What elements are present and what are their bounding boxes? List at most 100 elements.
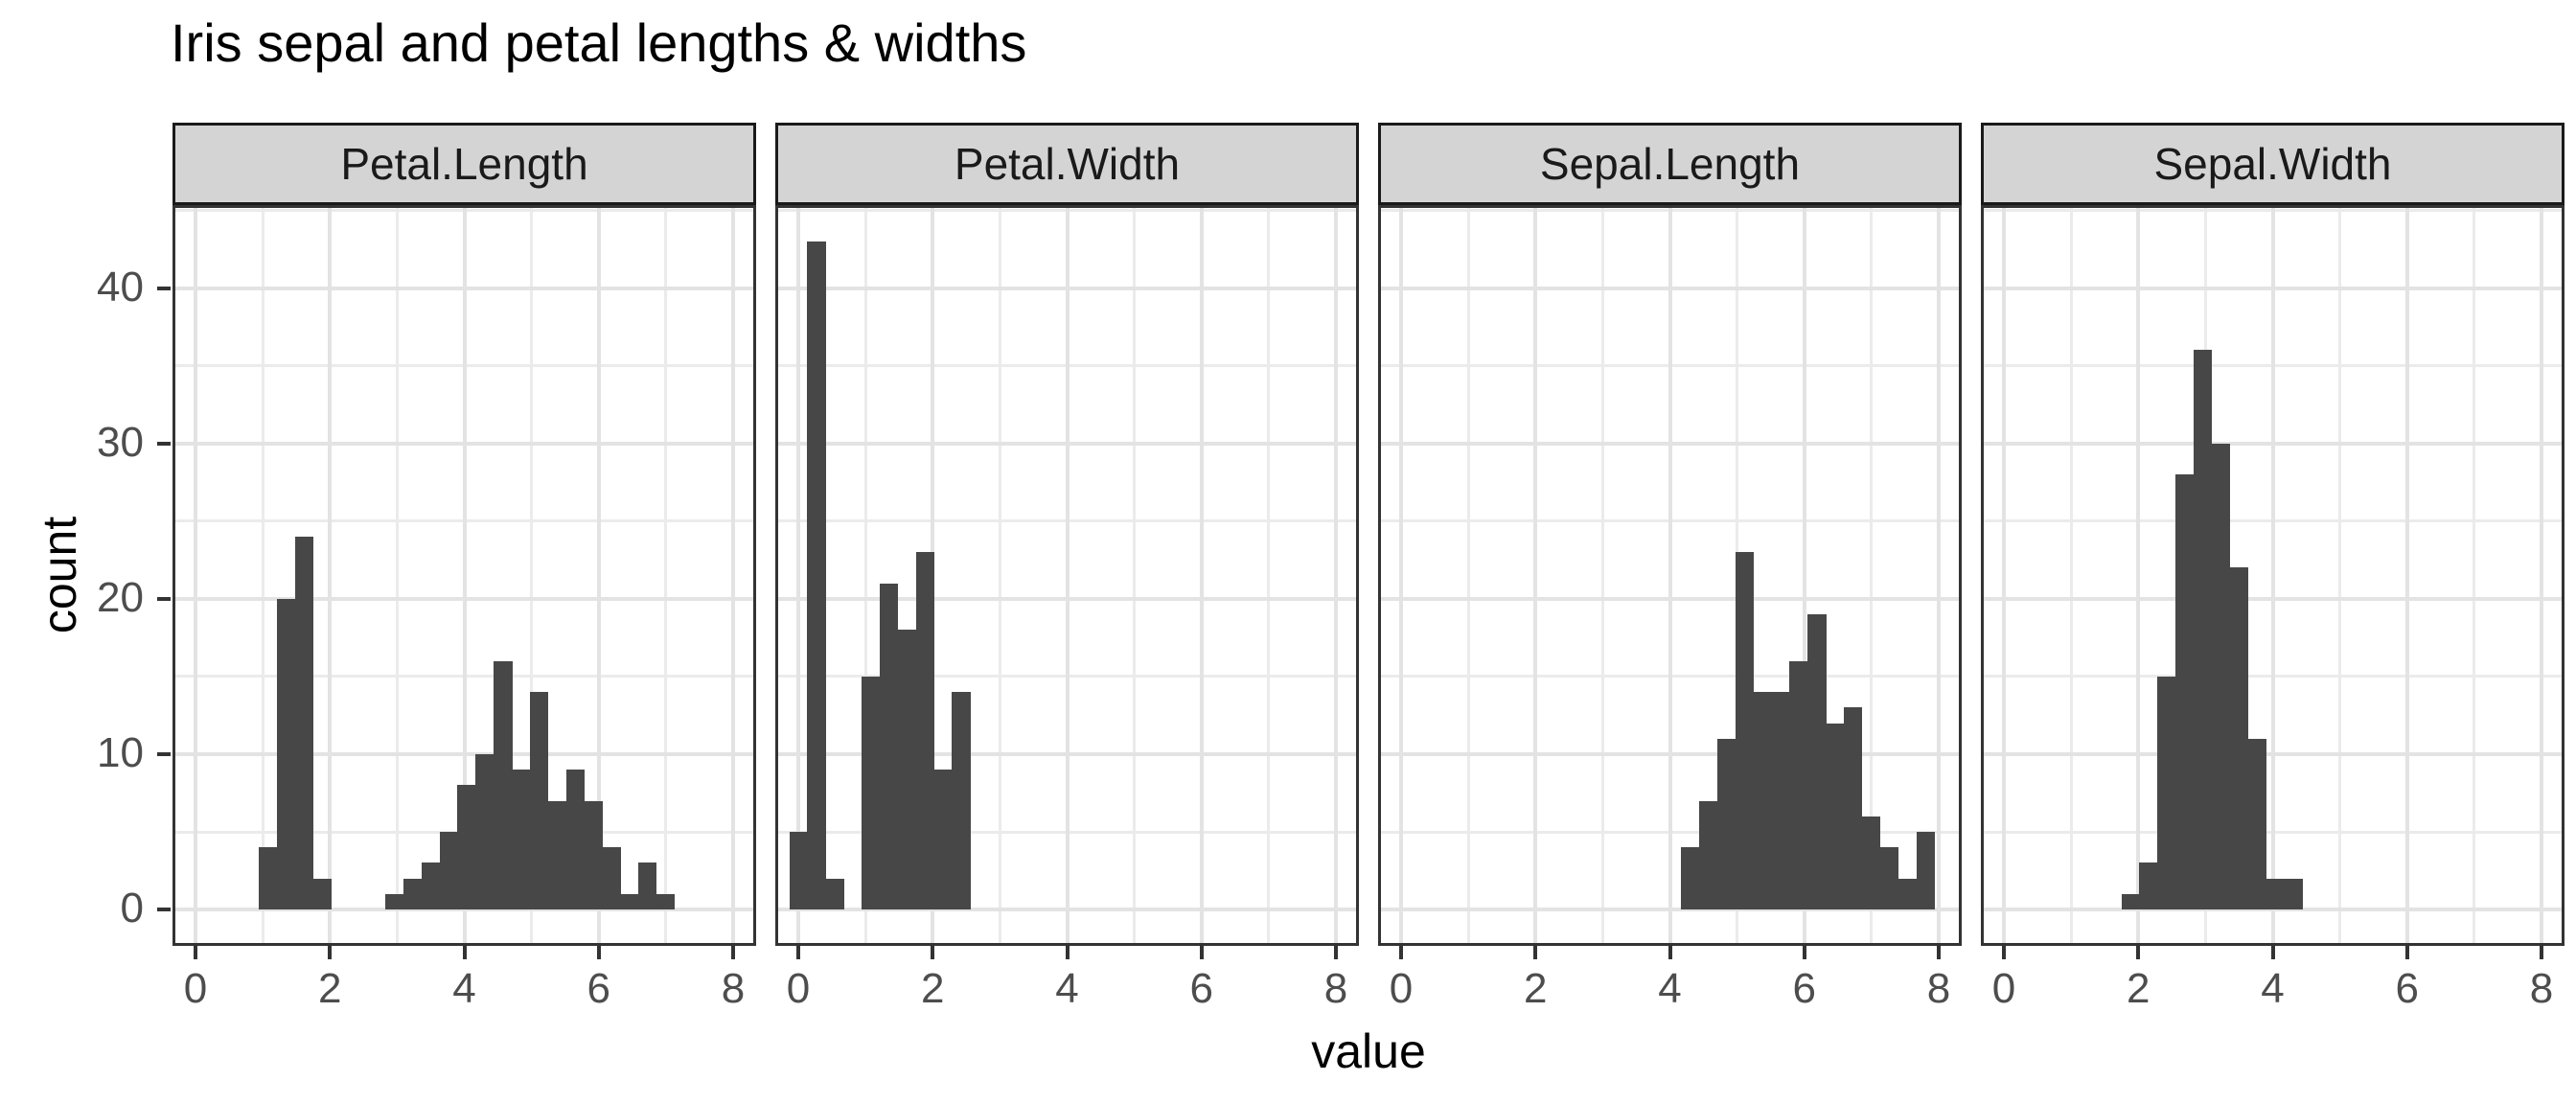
x-tick-label: 8 [1926, 965, 1951, 1012]
histogram-bar [565, 770, 585, 910]
histogram-bar [1699, 800, 1718, 910]
gridline-major-v [1533, 208, 1538, 943]
x-tick-label: 6 [1189, 965, 1213, 1012]
histogram-bar [312, 878, 332, 910]
histogram-bar [2157, 676, 2176, 910]
x-tick-label: 0 [1991, 965, 2016, 1012]
plot-title: Iris sepal and petal lengths & widths [171, 12, 1027, 73]
histogram-bar [1861, 816, 1881, 910]
gridline-major-v [1668, 208, 1672, 943]
gridline-major-h [778, 441, 1356, 446]
histogram-bar [879, 583, 899, 910]
gridline-major-v [462, 208, 467, 943]
histogram-bar [1717, 738, 1736, 910]
gridline-major-h [1984, 286, 2562, 290]
y-tick-label: 0 [120, 885, 144, 932]
gridline-minor-v [2069, 208, 2073, 943]
x-tick-mark [328, 946, 333, 959]
y-tick-label: 40 [97, 263, 144, 310]
x-tick-mark [1533, 946, 1538, 959]
x-tick-label: 2 [318, 965, 342, 1012]
histogram-bar [602, 847, 621, 910]
facet-strip-label: Sepal.Width [2153, 139, 2392, 189]
histogram-bar [457, 785, 476, 910]
gridline-major-v [796, 208, 801, 943]
gridline-minor-v [1870, 208, 1874, 943]
facet-strip-label: Sepal.Length [1539, 139, 1801, 189]
facet-strip-sepal-length: Sepal.Length [1378, 123, 1962, 205]
y-tick-label: 10 [97, 728, 144, 776]
gridline-major-v [1333, 208, 1338, 943]
x-tick-label: 8 [2529, 965, 2554, 1012]
x-tick-mark [2002, 946, 2007, 959]
histogram-bar [1789, 660, 1808, 910]
gridline-major-h [175, 286, 753, 290]
gridline-major-h [778, 286, 1356, 290]
histogram-bar [402, 878, 423, 910]
gridline-major-v [1802, 208, 1806, 943]
x-tick-mark [462, 946, 467, 959]
histogram-bar [2175, 474, 2195, 910]
histogram-bar [584, 800, 603, 910]
gridline-major-v [1199, 208, 1204, 943]
histogram-bar [259, 847, 278, 910]
gridline-minor-v [1466, 208, 1470, 943]
x-tick-label: 2 [921, 965, 945, 1012]
x-tick-label: 6 [2395, 965, 2419, 1012]
histogram-bar [1879, 847, 1899, 910]
gridline-major-h [175, 441, 753, 446]
histogram-bar [1753, 692, 1773, 910]
gridline-minor-v [530, 208, 534, 943]
x-tick-mark [596, 946, 601, 959]
x-tick-mark [1399, 946, 1404, 959]
histogram-bar [2194, 350, 2213, 910]
histogram-bar [439, 832, 458, 910]
histogram-bar [933, 770, 953, 910]
gridline-minor-v [261, 208, 264, 943]
y-tick-label: 20 [97, 573, 144, 621]
x-tick-mark [1333, 946, 1338, 959]
histogram-bar [915, 552, 934, 910]
histogram-bar [825, 878, 844, 910]
histogram-bar [2284, 878, 2303, 910]
histogram-bar [2139, 862, 2158, 910]
histogram-bar [656, 893, 676, 910]
gridline-minor-v [1267, 208, 1271, 943]
x-tick-label: 4 [2261, 965, 2285, 1012]
gridline-major-v [194, 208, 198, 943]
gridline-major-v [2404, 208, 2409, 943]
x-tick-label: 0 [1389, 965, 1414, 1012]
gridline-minor-v [2472, 208, 2476, 943]
histogram-bar [2121, 893, 2140, 910]
x-tick-label: 8 [721, 965, 746, 1012]
gridline-major-v [2539, 208, 2543, 943]
gridline-major-v [730, 208, 735, 943]
histogram-bar [529, 692, 549, 910]
histogram-bar [807, 241, 826, 910]
histogram-bar [620, 893, 639, 910]
gridline-major-v [1065, 208, 1070, 943]
y-tick-mark [157, 908, 171, 912]
histogram-bar [1826, 723, 1845, 910]
gridline-minor-v [664, 208, 668, 943]
gridline-major-v [2002, 208, 2007, 943]
facet-strip-petal-length: Petal.Length [172, 123, 756, 205]
histogram-bar [421, 862, 441, 910]
facet-strip-label: Petal.Length [340, 139, 588, 189]
x-tick-label: 2 [1524, 965, 1548, 1012]
gridline-major-h [778, 751, 1356, 756]
x-tick-mark [2539, 946, 2543, 959]
x-tick-mark [1065, 946, 1070, 959]
gridline-minor-v [998, 208, 1001, 943]
gridline-major-h [778, 596, 1356, 601]
x-tick-mark [2404, 946, 2409, 959]
histogram-bar [547, 800, 567, 910]
gridline-major-h [1381, 908, 1959, 912]
histogram-bar [952, 692, 971, 910]
histogram-bar [1735, 552, 1755, 910]
histogram-bar [2247, 738, 2266, 910]
x-tick-mark [2136, 946, 2141, 959]
histogram-bar [2211, 443, 2231, 910]
histogram-bar [2266, 878, 2285, 910]
